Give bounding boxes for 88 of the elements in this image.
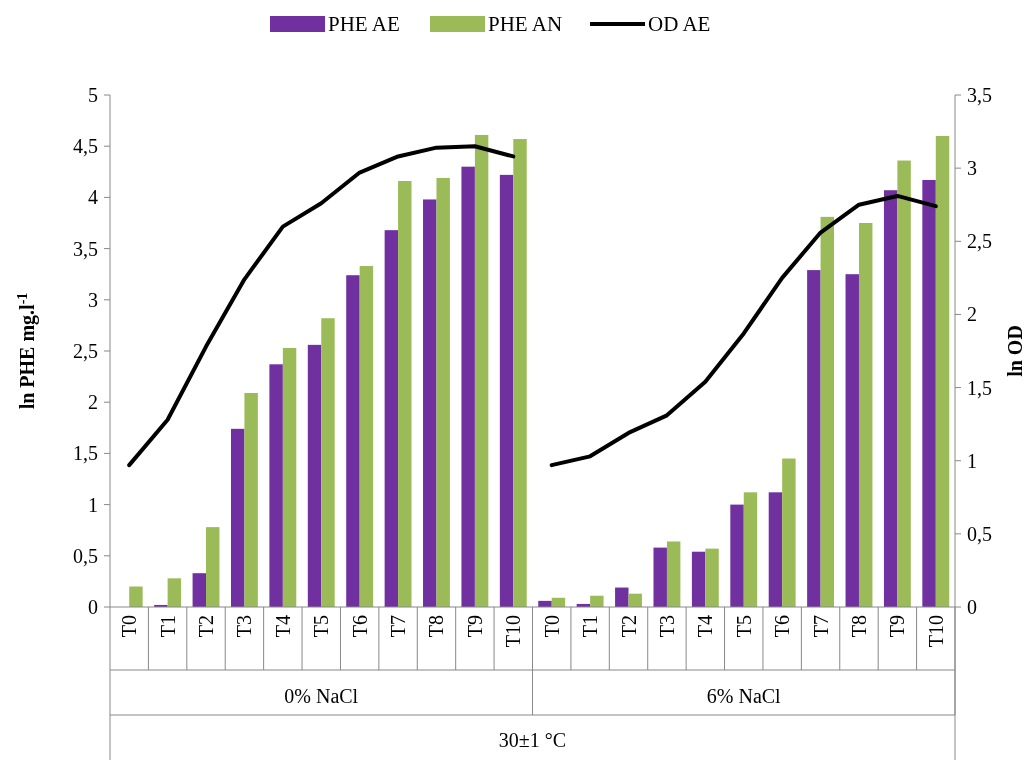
bar — [346, 275, 360, 607]
x-tick-label: T3 — [655, 615, 678, 638]
x-tick-label: T5 — [310, 615, 333, 638]
y2-tick-label: 1,5 — [967, 376, 992, 399]
bar — [307, 344, 322, 607]
bar — [807, 270, 821, 607]
y-tick-label: 5 — [88, 84, 98, 106]
x-tick-label: T1 — [156, 615, 179, 638]
y2-tick-label: 2 — [967, 303, 977, 326]
bar — [384, 230, 399, 607]
bar — [820, 216, 835, 607]
y2-axis-title: ln OD — [1004, 325, 1026, 377]
bar — [321, 318, 335, 607]
x-tick-label: T6 — [348, 615, 371, 638]
line-series — [127, 144, 516, 468]
bar — [282, 347, 297, 607]
bar — [691, 551, 706, 607]
bar — [499, 174, 514, 607]
bar — [922, 179, 936, 607]
bar — [206, 527, 220, 607]
bar — [423, 199, 437, 607]
y2-tick-label: 2,5 — [967, 230, 992, 253]
y-tick-label: 1 — [88, 493, 98, 516]
bar — [359, 266, 374, 607]
y2-tick-label: 1 — [967, 449, 977, 472]
bar — [398, 181, 412, 607]
bar — [513, 139, 527, 607]
bar — [230, 428, 245, 607]
x-tick-label: T0 — [118, 615, 141, 638]
bar — [883, 190, 898, 607]
x-tick-label: T4 — [694, 615, 717, 638]
x-tick-label: T8 — [847, 615, 870, 638]
text: 30±1 °C — [498, 729, 567, 751]
bar — [743, 492, 758, 607]
legend-label: PHE AE — [328, 12, 400, 36]
x-tick-label: T10 — [924, 615, 947, 648]
x-tick-label: T9 — [463, 615, 486, 638]
legend-label: PHE AN — [488, 12, 563, 36]
legend-label: OD AE — [648, 12, 711, 36]
x-tick-label: T7 — [809, 615, 832, 638]
bar — [858, 223, 873, 607]
bar — [461, 166, 475, 607]
bar — [845, 274, 859, 607]
x-tick-label: T8 — [425, 615, 448, 638]
x-tick-label: T4 — [271, 615, 294, 638]
y-tick-label: 2,5 — [73, 340, 98, 362]
y-tick-label: 0,5 — [73, 544, 98, 567]
x-tick-label: T2 — [617, 615, 640, 638]
y2-tick-label: 0 — [967, 596, 977, 618]
x-tick-label: T0 — [540, 615, 563, 638]
y-tick-label: 0 — [88, 596, 98, 618]
x-tick-label: T6 — [771, 615, 794, 638]
x-tick-label: T9 — [886, 615, 909, 638]
bar — [705, 548, 719, 607]
bar — [935, 135, 950, 607]
bar — [436, 177, 450, 607]
y-tick-label: 1,5 — [73, 442, 98, 465]
x-tick-label: T1 — [579, 615, 602, 638]
bar — [897, 160, 911, 607]
bar — [192, 573, 207, 607]
bar — [615, 587, 629, 607]
y-tick-label: 4 — [88, 186, 98, 209]
bar — [590, 595, 604, 607]
y-tick-label: 2 — [88, 391, 98, 414]
y-tick-label: 3,5 — [73, 237, 98, 260]
bar — [167, 578, 182, 607]
bar — [730, 504, 744, 607]
bar — [269, 364, 283, 607]
x-tick-label: T2 — [195, 615, 218, 638]
x-tick-label: T3 — [233, 615, 256, 638]
x-tick-label: T5 — [732, 615, 755, 638]
bar — [782, 458, 796, 607]
x-tick-label: T7 — [387, 615, 410, 638]
text: 6% NaCl — [706, 685, 782, 707]
bar — [129, 586, 143, 607]
bar — [244, 392, 258, 607]
y2-tick-label: 0,5 — [967, 522, 992, 545]
line-series — [549, 193, 938, 468]
y-tick-label: 3 — [88, 288, 98, 311]
x-tick-label: T10 — [502, 615, 525, 648]
bar — [768, 492, 783, 607]
y2-tick-label: 3 — [967, 157, 977, 180]
bar — [474, 134, 489, 607]
y2-tick-label: 3,5 — [967, 84, 992, 106]
bar — [653, 547, 667, 607]
text: 0% NaCl — [284, 685, 359, 707]
bar — [666, 541, 681, 607]
y-tick-label: 4,5 — [73, 135, 98, 158]
